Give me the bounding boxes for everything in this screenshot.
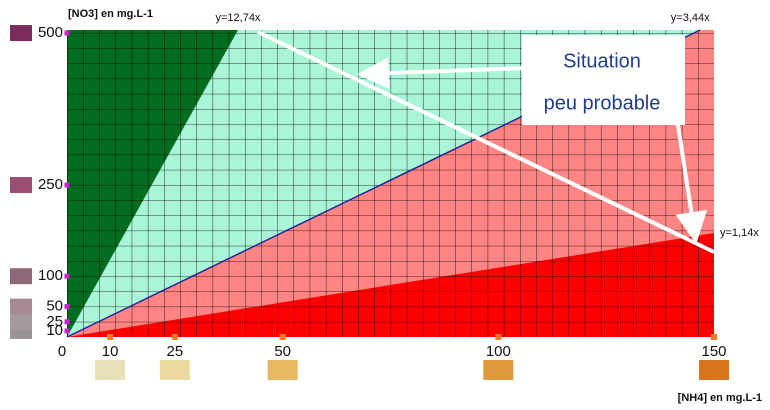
color-swatch: [95, 360, 126, 380]
color-swatch: [10, 313, 32, 330]
tick-mark: [64, 319, 70, 325]
y-tick-label: 10: [46, 322, 63, 339]
color-swatch: [699, 360, 729, 380]
x-tick-label: 10: [102, 343, 119, 360]
arrow: [257, 30, 715, 254]
annotation-box: [522, 35, 685, 125]
y-axis-label: [NO3] en mg.L-1: [68, 8, 153, 20]
y-tick-label: 50: [46, 298, 63, 315]
line-label: y=12,74x: [215, 12, 260, 24]
arrow: [675, 124, 708, 244]
tick-mark: [711, 334, 717, 340]
y-tick-label: 250: [38, 176, 63, 193]
annotation-text: peu probable: [544, 92, 661, 114]
color-swatch: [483, 360, 514, 380]
color-swatch: [10, 25, 32, 42]
tick-mark: [171, 334, 178, 340]
line-label: y=1,14x: [720, 227, 759, 239]
color-swatch: [267, 360, 298, 380]
color-swatch: [159, 360, 190, 380]
tick-mark: [279, 334, 286, 340]
y-tick-label: 25: [46, 313, 63, 330]
color-swatch: [10, 177, 32, 194]
x-axis-label: [NH4] en mg.L-1: [678, 392, 762, 404]
tick-mark: [495, 334, 502, 340]
annotation-text: Situation: [563, 50, 641, 72]
tick-mark: [107, 334, 114, 340]
tick-mark: [64, 182, 70, 188]
annotation: Situation peu probable: [257, 30, 715, 254]
y-tick-label: 500: [38, 24, 63, 41]
x-tick-label: 100: [486, 343, 511, 360]
line-label: y=3,44x: [671, 12, 710, 24]
tick-mark: [64, 304, 70, 310]
x-tick-label: 50: [274, 343, 291, 360]
tick-mark: [64, 328, 70, 334]
tick-mark: [64, 30, 70, 36]
y-tick-label: 100: [38, 267, 63, 284]
x-tick-label: 0: [58, 343, 66, 360]
arrow: [357, 57, 527, 90]
x-tick-label: 25: [166, 343, 183, 360]
color-swatch: [10, 298, 32, 315]
x-tick-label: 150: [701, 343, 726, 360]
color-swatch: [10, 268, 32, 285]
tick-mark: [64, 273, 70, 279]
